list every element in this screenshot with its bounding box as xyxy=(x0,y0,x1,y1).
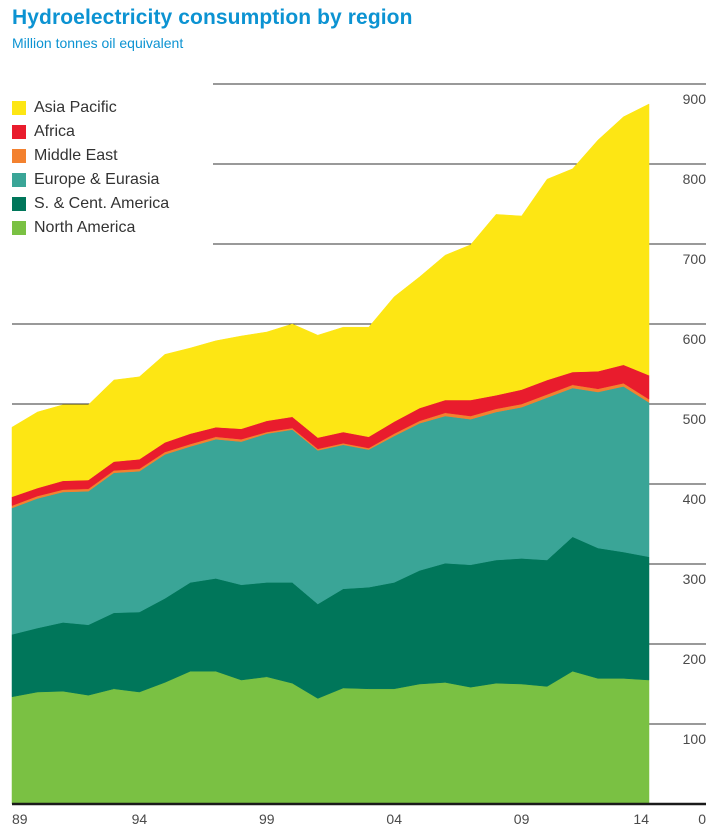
legend-item-africa: Africa xyxy=(12,120,169,144)
x-tick-label: 04 xyxy=(386,811,402,827)
y-tick-label: 700 xyxy=(683,251,707,267)
legend-item-asia-pacific: Asia Pacific xyxy=(12,96,169,120)
y-tick-label: 400 xyxy=(683,491,707,507)
legend-item-europe-eurasia: Europe & Eurasia xyxy=(12,168,169,192)
legend-swatch xyxy=(12,101,26,115)
legend-item-north-america: North America xyxy=(12,216,169,240)
legend-item-south-central-america: S. & Cent. America xyxy=(12,192,169,216)
x-tick-label: 99 xyxy=(259,811,275,827)
y-tick-label: 900 xyxy=(683,91,707,107)
y-axis-ticks: 0 100 200 300 400 500 600 700 800 900 xyxy=(683,91,707,827)
y-tick-label: 100 xyxy=(683,731,707,747)
legend-label: Asia Pacific xyxy=(34,99,117,116)
x-tick-label: 14 xyxy=(633,811,649,827)
y-tick-label: 600 xyxy=(683,331,707,347)
legend-label: Middle East xyxy=(34,147,118,164)
y-tick-label: 500 xyxy=(683,411,707,427)
y-tick-label: 200 xyxy=(683,651,707,667)
legend-swatch xyxy=(12,173,26,187)
legend-label: Europe & Eurasia xyxy=(34,171,160,188)
legend-swatch xyxy=(12,197,26,211)
area-asia-pacific xyxy=(11,103,650,498)
x-tick-label: 89 xyxy=(12,811,28,827)
legend: Asia Pacific Africa Middle East Europe &… xyxy=(12,96,169,240)
x-tick-label: 94 xyxy=(132,811,148,827)
area-series xyxy=(11,103,650,805)
legend-label: North America xyxy=(34,219,136,236)
y-tick-label: 0 xyxy=(698,811,706,827)
y-tick-label: 300 xyxy=(683,571,707,587)
x-tick-label: 09 xyxy=(514,811,530,827)
chart-title: Hydroelectricity consumption by region xyxy=(12,6,413,29)
legend-label: S. & Cent. America xyxy=(34,195,170,212)
legend-swatch xyxy=(12,125,26,139)
y-tick-label: 800 xyxy=(683,171,707,187)
legend-label: Africa xyxy=(34,123,75,140)
x-axis-ticks: 89 94 99 04 09 14 xyxy=(12,811,649,827)
legend-swatch xyxy=(12,221,26,235)
chart-subtitle: Million tonnes oil equivalent xyxy=(12,35,184,51)
legend-swatch xyxy=(12,149,26,163)
legend-item-middle-east: Middle East xyxy=(12,144,169,168)
